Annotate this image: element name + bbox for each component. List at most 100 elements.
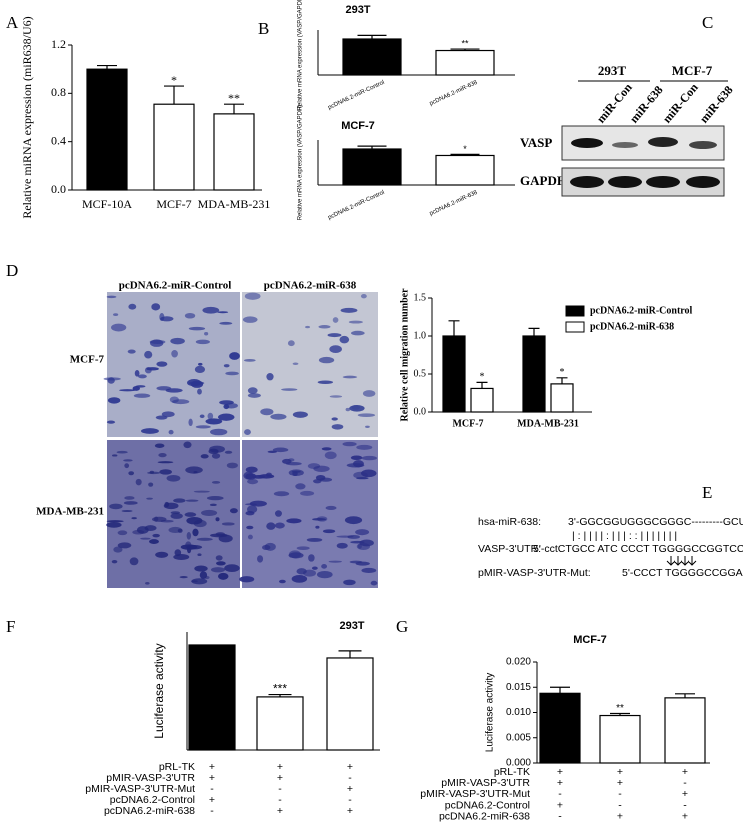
- significance: *: [171, 73, 177, 87]
- cell-stain: [137, 374, 147, 379]
- error-bar: [357, 34, 387, 39]
- x-tick-label: pcDNA6.2-miR-Control: [327, 80, 385, 111]
- cell-stain: [357, 413, 376, 417]
- error-bar: [476, 381, 488, 389]
- cell-stain: [117, 542, 132, 549]
- cell-stain: [217, 311, 229, 314]
- cell-stain: [193, 490, 210, 493]
- cell-stain: [132, 529, 145, 535]
- cell-stain: [187, 379, 202, 387]
- cell-stain: [260, 408, 274, 416]
- cell-stain: [315, 525, 320, 529]
- cell-stain: [211, 453, 221, 459]
- bar: [256, 696, 304, 751]
- cell-stain: [157, 461, 174, 464]
- chart: 293T Relative mRNA expression (VASP/GAPDH…: [298, 0, 515, 111]
- condition-label: pRL-TK: [159, 761, 195, 773]
- cell-stain: [348, 320, 363, 324]
- error-bar: [550, 686, 570, 694]
- panel-label: E: [702, 483, 712, 502]
- cell-stain: [170, 337, 185, 345]
- cell-stain: [332, 317, 339, 323]
- bar: [342, 38, 402, 76]
- cell-stain: [188, 326, 206, 331]
- cell-stain: [183, 441, 192, 449]
- cell-stain: [316, 570, 333, 579]
- cell-stain: [155, 551, 169, 558]
- chart-title: 293T: [345, 4, 370, 16]
- bar: [664, 697, 706, 764]
- cell-stain: [128, 303, 137, 310]
- error-bar: [357, 145, 387, 149]
- cell-stain: [295, 483, 306, 490]
- cell-stain: [347, 534, 360, 539]
- cell-stain: [168, 429, 174, 435]
- cell-stain: [291, 574, 308, 583]
- significance: *: [560, 367, 565, 378]
- column-label: pcDNA6.2-miR-Control: [119, 280, 232, 292]
- cell-stain: [177, 528, 183, 533]
- cell-stain: [170, 513, 183, 519]
- cell-stain: [215, 555, 223, 561]
- x-tick-label: MCF-10A: [82, 197, 132, 211]
- cell-stain: [351, 330, 365, 336]
- cell-stain: [229, 508, 238, 514]
- cell-stain: [128, 471, 135, 476]
- cell-stain: [331, 424, 344, 430]
- cell-stain: [207, 412, 214, 420]
- cell-stain: [296, 546, 310, 550]
- band: [646, 176, 680, 188]
- error-bar: [675, 693, 695, 698]
- cell-stain: [305, 325, 310, 329]
- cell-stain: [148, 482, 154, 487]
- cell-stain: [209, 428, 228, 436]
- panel-label: G: [396, 617, 408, 636]
- cell-stain: [342, 441, 357, 447]
- panel-label: A: [6, 13, 19, 32]
- western-blot: 293T MCF-7 miR-Con miR-638 miR-Con miR-6…: [520, 63, 736, 197]
- legend-swatch: [565, 321, 585, 333]
- cell-stain: [217, 572, 229, 580]
- cell-stain: [129, 557, 139, 566]
- cell-stain: [198, 362, 203, 366]
- condition-mark: +: [557, 799, 563, 811]
- cell-stain: [169, 396, 179, 403]
- sequence: 5'-cctCTGCC ATC CCCT TGGGGCCGGTCCCT-3': [533, 543, 743, 555]
- cell-stain: [201, 509, 218, 516]
- cell-stain: [288, 552, 304, 559]
- cell-stain: [121, 509, 133, 513]
- chart-title: MCF-7: [573, 634, 607, 646]
- bar: [470, 387, 494, 413]
- bar: [435, 49, 495, 76]
- y-tick-label: 0.015: [506, 682, 531, 693]
- cell-stain: [247, 387, 258, 395]
- condition-mark: -: [348, 772, 352, 784]
- condition-mark: +: [682, 788, 688, 800]
- cell-stain: [186, 544, 203, 550]
- significance: ***: [273, 682, 287, 696]
- cell-stain: [110, 323, 127, 332]
- cell-stain: [116, 450, 128, 454]
- cell-stain: [216, 561, 226, 566]
- chart: Relative cell migration number 0.0 0.5 1.0 1…: [399, 288, 692, 429]
- cell-stain: [336, 542, 348, 549]
- cell-stain: [166, 474, 181, 482]
- cell-stain: [185, 499, 199, 502]
- cell-stain: [113, 546, 123, 553]
- y-tick-label: 0.010: [506, 707, 531, 718]
- cell-stain: [200, 454, 209, 459]
- cell-stain: [318, 356, 335, 364]
- cell-stain: [123, 501, 138, 505]
- chart: Relative miRNA expression (miR638/U6) 0.0…: [20, 16, 271, 218]
- cell-stain: [225, 371, 239, 376]
- row-label: MCF-7: [70, 354, 105, 366]
- cell-stain: [243, 358, 256, 362]
- cell-stain: [173, 498, 186, 503]
- cell-stain: [247, 534, 253, 540]
- cell-stain: [123, 459, 133, 462]
- cell-stain: [152, 533, 160, 538]
- seq-label: VASP-3'UTR:: [478, 543, 541, 555]
- cell-stain: [292, 362, 299, 365]
- bar: [153, 103, 195, 191]
